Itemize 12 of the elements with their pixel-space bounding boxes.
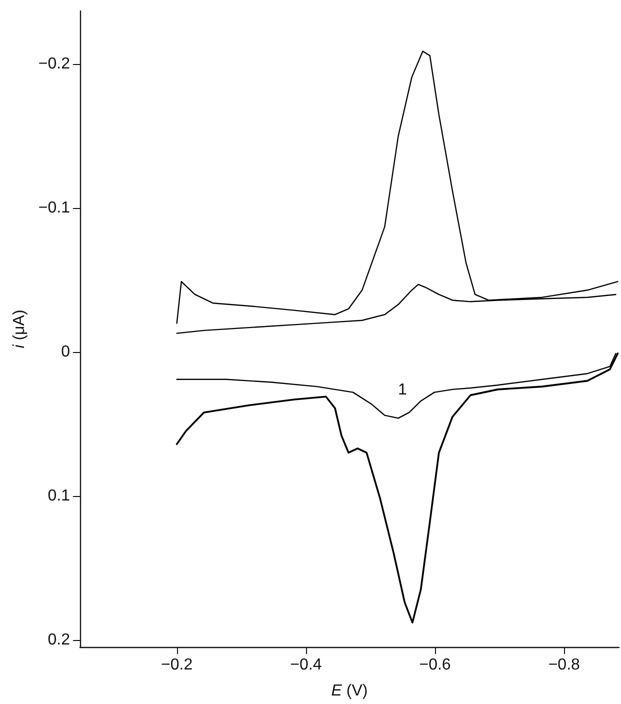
x-tick-label: −0.2 [161, 656, 193, 674]
annotation: 1 [398, 382, 407, 398]
y-tick-label: 0.2 [48, 631, 70, 648]
y-axis-title: i (μA) [11, 310, 28, 348]
x-tick-label: −0.6 [419, 656, 451, 674]
x-tick-label: −0.8 [548, 656, 580, 674]
x-axis-title: E (V) [331, 682, 368, 700]
y-tick-label: −0.2 [38, 56, 70, 73]
y-tick-label: 0.1 [48, 487, 70, 504]
y-tick-label: −0.1 [38, 200, 70, 217]
x-tick-label: −0.4 [290, 656, 322, 674]
y-tick-label: 0 [61, 344, 70, 361]
